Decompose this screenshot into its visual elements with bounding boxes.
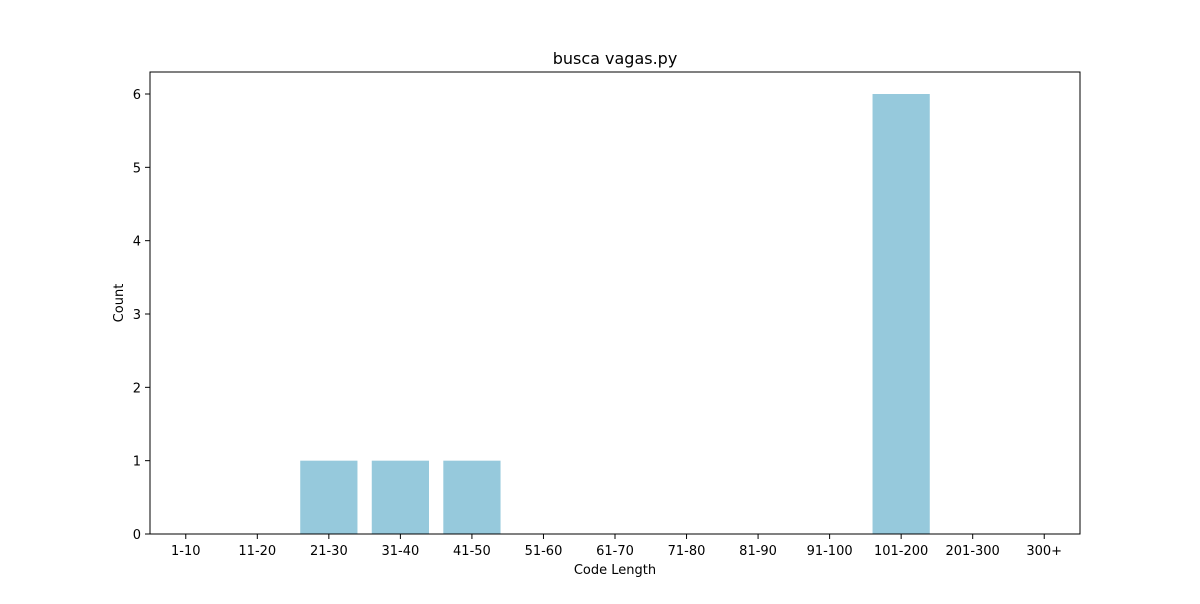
x-tick-label: 300+ (1026, 544, 1062, 559)
bars-layer (300, 94, 930, 534)
y-tick-label: 3 (133, 308, 141, 323)
x-tick-label: 201-300 (946, 544, 1000, 559)
x-tick-label: 31-40 (381, 544, 419, 559)
x-axis: 1-10 11-20 21-30 31-40 41-50 51-60 61-70 71-80 8… (171, 534, 1062, 559)
bar-101-200 (872, 94, 930, 534)
y-tick-label: 4 (133, 235, 141, 250)
x-tick-label: 101-200 (874, 544, 928, 559)
y-tick-label: 6 (133, 88, 141, 103)
bar-31-40 (371, 460, 429, 534)
x-tick-label: 91-100 (807, 544, 853, 559)
y-tick-label: 2 (133, 381, 141, 396)
x-tick-label: 51-60 (525, 544, 563, 559)
plot-frame (149, 71, 1081, 535)
y-tick-label: 5 (133, 161, 141, 176)
x-axis-label: Code Length (574, 563, 656, 578)
x-tick-label: 21-30 (310, 544, 348, 559)
y-tick-label: 1 (133, 455, 141, 470)
bar-41-50 (443, 460, 501, 534)
x-tick-label: 81-90 (739, 544, 777, 559)
x-tick-label: 61-70 (596, 544, 634, 559)
x-tick-label: 1-10 (171, 544, 201, 559)
y-axis-label: Count (112, 284, 127, 323)
bar-21-30 (300, 460, 358, 534)
x-tick-label: 11-20 (238, 544, 276, 559)
chart-title: busca vagas.py (553, 49, 678, 68)
y-tick-label: 0 (133, 528, 141, 543)
y-axis: 0 1 2 3 4 5 6 (133, 88, 150, 543)
x-tick-label: 41-50 (453, 544, 491, 559)
x-tick-label: 71-80 (668, 544, 706, 559)
